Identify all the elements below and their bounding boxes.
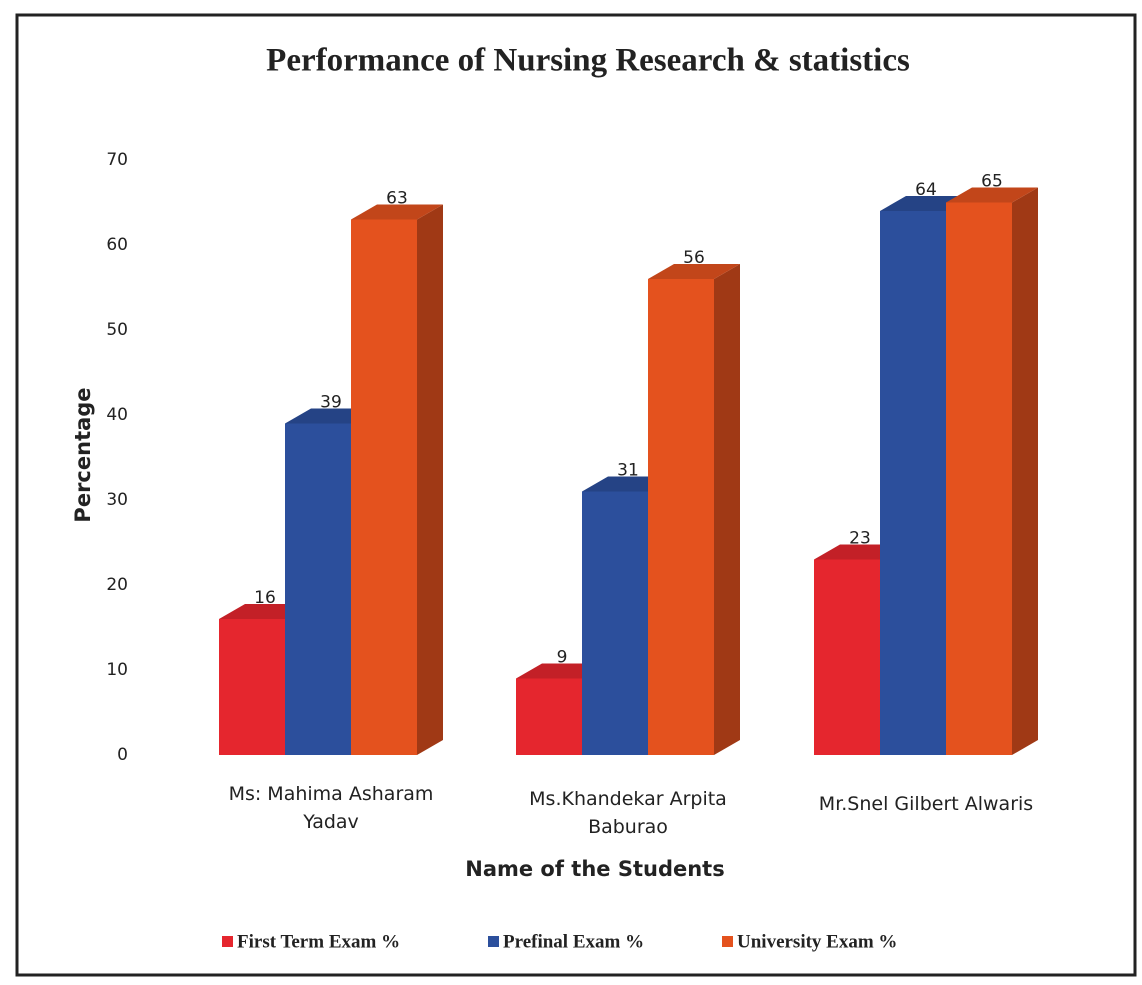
legend-label: Prefinal Exam % (503, 931, 644, 952)
y-axis-label: Percentage (71, 387, 95, 522)
bar (946, 202, 1012, 755)
data-label: 63 (386, 189, 408, 209)
bar-side (1012, 187, 1038, 755)
bar (648, 279, 714, 755)
y-tick-label: 70 (106, 150, 128, 170)
data-label: 9 (557, 648, 568, 668)
y-tick-label: 50 (106, 320, 128, 340)
x-axis-label: Name of the Students (465, 857, 724, 881)
bar (285, 423, 351, 755)
bar-top (351, 204, 443, 220)
data-label: 64 (915, 180, 937, 200)
data-label: 56 (683, 248, 705, 268)
data-label: 31 (617, 461, 639, 481)
legend-label: University Exam % (737, 931, 897, 952)
y-tick-label: 10 (106, 660, 128, 680)
bar (516, 678, 582, 755)
bar-side (417, 204, 443, 755)
bar (351, 219, 417, 755)
frame (15, 13, 1137, 977)
data-label: 39 (320, 393, 342, 413)
y-tick-label: 30 (106, 490, 128, 510)
legend-swatch (222, 936, 233, 947)
data-label: 23 (849, 529, 871, 549)
x-tick-label: Mr.Snel Gilbert Alwaris (818, 793, 1034, 815)
bar-top (946, 187, 1038, 203)
bar-side (714, 264, 740, 755)
x-tick-label: Ms.Khandekar Arpita Baburao (529, 788, 727, 838)
data-label: 65 (981, 172, 1003, 192)
chart-title: Performance of Nursing Research & statis… (266, 43, 910, 79)
bar (219, 619, 285, 755)
legend-swatch (722, 936, 733, 947)
y-tick-label: 40 (106, 405, 128, 425)
y-tick-label: 0 (117, 745, 128, 765)
bar-top (648, 264, 740, 279)
bar (880, 211, 946, 755)
y-tick-label: 60 (106, 235, 128, 255)
data-label: 16 (254, 588, 276, 608)
y-tick-label: 20 (106, 575, 128, 595)
bar (582, 491, 648, 755)
x-tick-label: Ms: Mahima Asharam Yadav (228, 783, 434, 833)
bar (814, 559, 880, 755)
legend-swatch (488, 936, 499, 947)
legend-label: First Term Exam % (237, 931, 400, 952)
